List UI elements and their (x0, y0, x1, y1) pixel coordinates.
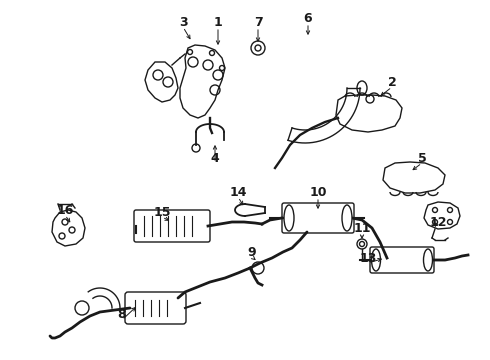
Ellipse shape (284, 205, 294, 231)
Ellipse shape (342, 205, 352, 231)
Text: 16: 16 (56, 203, 74, 216)
Text: 9: 9 (247, 246, 256, 258)
Text: 14: 14 (229, 185, 247, 198)
Text: 8: 8 (118, 309, 126, 321)
Text: 11: 11 (353, 221, 371, 234)
Text: 7: 7 (254, 15, 262, 28)
Ellipse shape (423, 249, 433, 271)
Text: 13: 13 (359, 252, 377, 265)
Text: 3: 3 (179, 15, 187, 28)
Text: 5: 5 (417, 152, 426, 165)
Text: 10: 10 (309, 185, 327, 198)
Text: 4: 4 (211, 152, 220, 165)
Text: 1: 1 (214, 15, 222, 28)
Text: 12: 12 (429, 216, 447, 229)
Text: 15: 15 (153, 206, 171, 219)
Text: 6: 6 (304, 12, 312, 24)
Text: 2: 2 (388, 76, 396, 89)
Ellipse shape (371, 249, 381, 271)
